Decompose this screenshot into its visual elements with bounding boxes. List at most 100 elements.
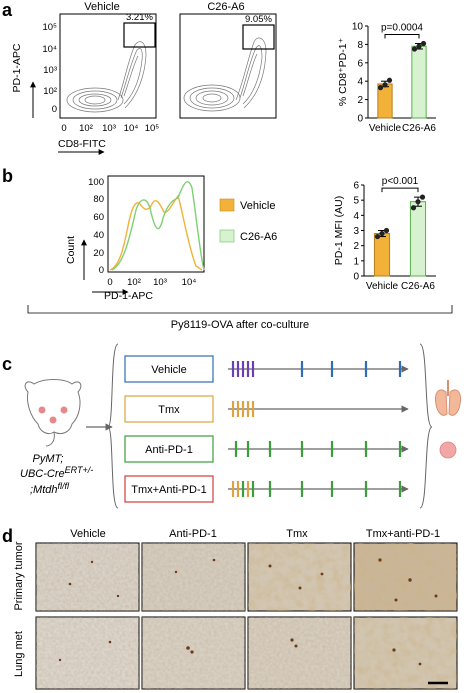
flow-x-tick: 10² [79, 123, 93, 134]
panel-b-footer: Py8119-OVA after co-culture [171, 319, 309, 331]
panel-b-label: b [2, 166, 13, 186]
lung-icon [435, 380, 461, 416]
bar-tick-label: 0 [353, 272, 359, 283]
data-point [410, 205, 417, 211]
bar-category-label: C26-A6 [401, 281, 435, 292]
data-point [374, 233, 381, 240]
data-point [415, 199, 421, 205]
data-point [377, 85, 384, 91]
group-box-vehicle [124, 355, 214, 383]
flow-y-label: PD-1-APC [11, 43, 23, 92]
contour-vehicle [66, 41, 147, 113]
hist-y-tick: 60 [93, 212, 104, 223]
histogram: 100 80 60 40 20 0 0 10² 10³ 10⁴ Count PD… [65, 175, 205, 302]
histology-grid [35, 542, 458, 690]
flow-plot-vehicle: Vehicle 3.21% [59, 1, 157, 119]
flow-x-tick: 10³ [102, 123, 116, 134]
group-label-tmx: Tmx [158, 404, 180, 416]
genotype-line-2: UBC-CreERT+/- [20, 465, 93, 480]
hist-y-tick: 20 [93, 248, 104, 259]
flow-y-tick: 10⁵ [42, 22, 57, 33]
group-box-anti-pd1 [124, 435, 214, 463]
flow-y-tick: 10³ [43, 65, 57, 76]
stain-dots [58, 558, 438, 666]
timeline-ticks-anti-pd1 [234, 441, 402, 457]
bar-tick-label: 5 [353, 196, 359, 207]
bar-tick-label: 10 [352, 22, 364, 33]
flow-y-tick: 10⁴ [42, 44, 57, 55]
p-value-label: p<0.001 [382, 176, 419, 187]
significance-bracket [381, 187, 419, 193]
histogram-frame [107, 175, 205, 273]
data-point [379, 230, 385, 237]
flow-x-axis: 0 10² 10³ 10⁴ 10⁵ CD8-FITC [58, 123, 160, 155]
row-label-primary: Primary tumor [13, 541, 25, 610]
bar-tick-label: 4 [357, 77, 363, 88]
group-label-tmx-anti-pd1: Tmx+Anti-PD-1 [131, 484, 207, 496]
flow-x-label: CD8-FITC [58, 138, 106, 150]
bar-tick-label: 2 [353, 241, 359, 252]
mouse-tumor [38, 406, 46, 414]
hist-x-tick: 10³ [153, 277, 167, 288]
mouse-tumor [49, 416, 57, 424]
bar-tick-label: 4 [353, 211, 359, 222]
contour-c26a6 [183, 37, 267, 112]
flow-y-tick: 10² [43, 86, 57, 97]
histogram-vehicle-curve [109, 194, 203, 271]
flow-title-vehicle: Vehicle [84, 1, 119, 13]
col-label-tmx: Tmx [286, 528, 308, 540]
mouse-illustration [24, 379, 82, 447]
bar-tick-label: 1 [353, 256, 359, 267]
flow-x-tick: 10⁵ [145, 123, 160, 134]
histogram-legend: Vehicle C26-A6 [219, 198, 277, 243]
flow-y-axis: PD-1-APC 10⁵ 10⁴ 10³ 10² 0 [11, 22, 57, 118]
gate-percent-c26a6: 9.05% [245, 14, 272, 25]
genotype-line-3: ;Mtdhfl/fl [30, 481, 70, 496]
bar-chart-b: 0 1 2 3 4 5 6 PD-1 MFI (AU) Vehicle C26-A6 p<0.001 [333, 176, 436, 292]
flow-y-tick: 0 [52, 104, 57, 115]
right-brace [419, 343, 433, 509]
bar-category-label: C26-A6 [402, 123, 436, 134]
flow-x-tick: 10⁴ [124, 123, 139, 134]
panel-d-label: d [2, 526, 13, 546]
hist-y-tick: 100 [88, 177, 104, 188]
timeline-ticks-tmx [231, 401, 255, 417]
bar [373, 233, 391, 277]
bar-category-label: Vehicle [369, 123, 402, 134]
bar-chart-a: 0 2 4 6 8 10% CD8⁺PD-1⁺ Vehicle C26-A6 p=0.0004 [337, 22, 436, 135]
timeline-ticks-combo [231, 481, 402, 497]
left-brace [107, 343, 119, 509]
flow-frame-c26a6 [179, 13, 277, 119]
group-box-tmx-anti-pd1 [124, 475, 214, 503]
gate-c26a6 [242, 24, 275, 50]
col-label-vehicle: Vehicle [70, 528, 105, 540]
bar-category-label: Vehicle [366, 281, 399, 292]
flow-plot-c26a6: C26-A6 9.05% [179, 1, 277, 119]
panel-b-bracket [27, 305, 453, 314]
bar [409, 201, 427, 277]
hist-y-label: Count [65, 236, 77, 264]
panel-c-label: c [2, 354, 12, 374]
legend-label-vehicle: Vehicle [240, 200, 275, 212]
bar-y-label: PD-1 MFI (AU) [333, 196, 345, 265]
data-point [420, 40, 427, 47]
hist-y-tick: 40 [93, 230, 104, 241]
panel-a-label: a [2, 0, 13, 20]
hist-x-label: PD-1-APC [104, 290, 153, 302]
data-point [382, 82, 388, 88]
legend-swatch-vehicle [219, 198, 235, 212]
data-point [416, 43, 422, 49]
significance-bracket [384, 33, 420, 39]
flow-x-tick: 0 [61, 123, 66, 134]
flow-frame-vehicle [59, 13, 157, 119]
bar-y-label: % CD8⁺PD-1⁺ [337, 38, 349, 106]
gate-percent-vehicle: 3.21% [126, 12, 153, 23]
hist-x-tick: 10⁴ [182, 277, 197, 288]
genotype-line-1: PyMT; [33, 453, 64, 465]
histogram-c26a6-curve [111, 180, 205, 271]
timeline-ticks-vehicle [231, 361, 255, 377]
mouse-tumor [60, 406, 68, 414]
col-label-tmx-anti-pd1: Tmx+anti-PD-1 [366, 528, 440, 540]
gate-vehicle [123, 22, 156, 48]
